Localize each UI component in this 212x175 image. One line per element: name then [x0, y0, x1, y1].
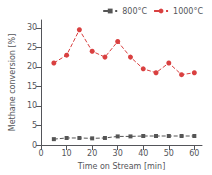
svg-text:Time on Stream [min]: Time on Stream [min] [77, 162, 165, 171]
svg-text:1000°C: 1000°C [173, 7, 203, 16]
svg-text:5: 5 [32, 121, 37, 130]
svg-text:Methane conversion [%]: Methane conversion [%] [8, 34, 17, 132]
svg-text:10: 10 [27, 101, 37, 110]
svg-text:0: 0 [32, 141, 37, 150]
svg-text:30: 30 [113, 149, 123, 158]
svg-text:15: 15 [27, 82, 37, 91]
svg-text:800°C: 800°C [122, 7, 147, 16]
svg-text:50: 50 [164, 149, 174, 158]
svg-text:30: 30 [27, 23, 37, 32]
svg-text:40: 40 [138, 149, 148, 158]
svg-text:20: 20 [87, 149, 97, 158]
svg-text:0: 0 [39, 149, 44, 158]
svg-text:10: 10 [62, 149, 72, 158]
svg-text:20: 20 [27, 62, 37, 71]
svg-text:60: 60 [189, 149, 199, 158]
svg-text:25: 25 [27, 43, 37, 52]
